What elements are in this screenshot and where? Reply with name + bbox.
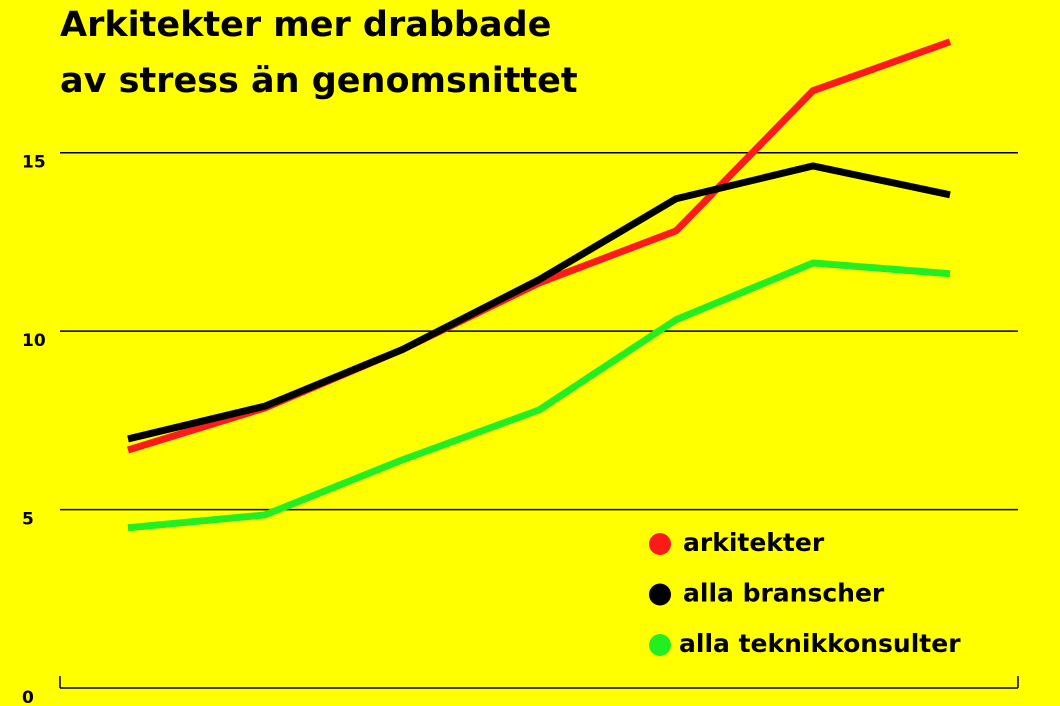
chart-title: Arkitekter mer drabbade: [60, 5, 551, 45]
legend-marker: [649, 634, 671, 656]
series-line: [127, 259, 951, 532]
legend-marker: [649, 583, 671, 606]
y-tick-label: 0: [22, 688, 34, 706]
legend-label: alla branscher: [683, 579, 885, 608]
legend-label: arkitekter: [683, 528, 825, 557]
y-tick-label: 15: [22, 153, 46, 173]
chart-title: av stress än genomsnittet: [60, 61, 578, 101]
legend-marker: [649, 533, 671, 555]
y-tick-label: 10: [22, 331, 46, 351]
series-line: [126, 38, 952, 454]
legend-label: alla teknikkonsulter: [679, 629, 961, 658]
series-line: [127, 162, 951, 443]
y-tick-label: 5: [22, 510, 34, 530]
